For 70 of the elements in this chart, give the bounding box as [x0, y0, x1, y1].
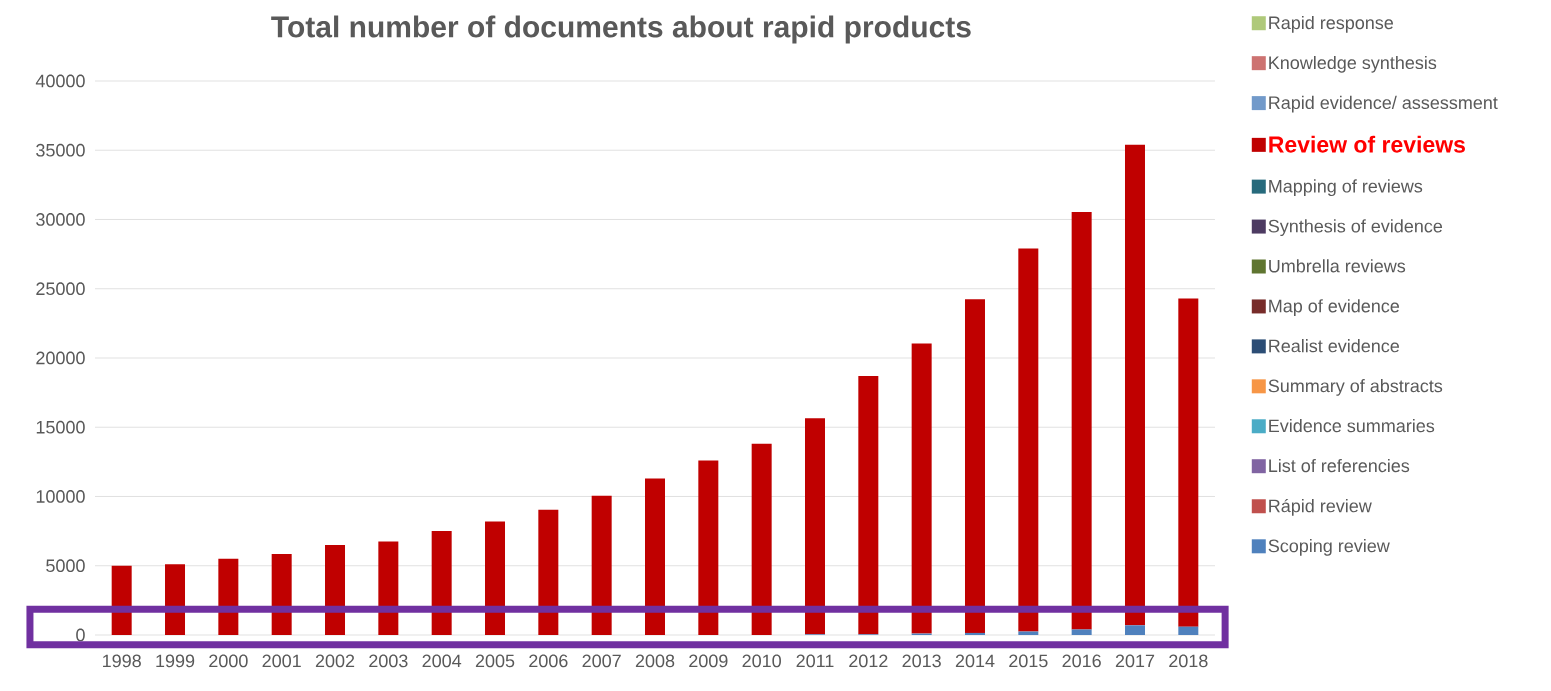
legend-label: Summary of abstracts — [1268, 379, 1443, 396]
bar — [1018, 248, 1039, 632]
legend-label: Rapid response — [1269, 15, 1394, 33]
y-tick-label: 0 — [76, 628, 85, 642]
legend-label: Rápid review — [1269, 498, 1372, 516]
y-tick-label: 10000 — [36, 490, 85, 503]
bar — [431, 531, 452, 635]
bar — [1124, 625, 1145, 635]
bar — [271, 553, 292, 635]
x-tick-label: 2015 — [1009, 654, 1048, 668]
y-tick-label: 35000 — [36, 143, 85, 157]
bar — [591, 495, 612, 635]
bar — [165, 564, 186, 635]
x-tick-label: 1998 — [103, 654, 141, 668]
y-tick-label: 25000 — [36, 282, 85, 296]
bar — [805, 418, 825, 635]
x-tick-label: 2004 — [422, 654, 462, 668]
x-tick-label: 2018 — [1169, 654, 1208, 668]
bar — [1178, 626, 1199, 635]
legend-label: Review of reviews — [1269, 135, 1465, 153]
y-tick-label: 5000 — [46, 559, 85, 573]
legend-label: List of referencies — [1269, 458, 1410, 473]
x-tick-label: 2017 — [1115, 654, 1155, 668]
bar — [698, 460, 719, 635]
bar — [1178, 298, 1199, 627]
x-tick-label: 2010 — [742, 654, 781, 668]
legend-label: Realist evidence — [1269, 339, 1400, 353]
y-tick-label: 40000 — [35, 74, 85, 88]
legend-label: Scoping review — [1268, 539, 1390, 556]
y-tick-label: 15000 — [36, 420, 85, 434]
bar — [325, 544, 346, 635]
x-tick-label: 2013 — [902, 654, 941, 668]
bar — [218, 558, 239, 635]
x-tick-label: 2005 — [475, 654, 515, 668]
chart-title: Total number of documents about rapid products — [271, 15, 971, 44]
x-tick-label: 1999 — [156, 654, 195, 668]
x-tick-label: 2003 — [369, 654, 408, 668]
legend-label: Knowledge synthesis — [1269, 55, 1437, 73]
legend-label: Evidence summaries — [1269, 418, 1435, 433]
y-tick-label: 20000 — [36, 351, 85, 365]
bar — [645, 478, 665, 635]
bar — [111, 565, 132, 635]
x-tick-label: 2000 — [209, 654, 248, 668]
x-tick-label: 2016 — [1062, 654, 1101, 668]
x-tick-label: 2007 — [582, 654, 621, 668]
x-tick-label: 2012 — [849, 654, 888, 668]
bar — [751, 443, 772, 635]
x-tick-label: 2009 — [689, 654, 728, 668]
bar — [538, 509, 559, 635]
x-tick-label: 2001 — [262, 654, 301, 668]
y-tick-label: 30000 — [36, 213, 85, 226]
legend-label: Mapping of reviews — [1269, 179, 1423, 197]
x-tick-label: 2002 — [315, 654, 355, 668]
bar — [485, 521, 505, 635]
legend-label: Synthesis of evidence — [1268, 219, 1443, 237]
bar — [1071, 629, 1092, 635]
bar — [964, 299, 985, 633]
bar — [378, 541, 399, 635]
legend-label: Umbrella reviews — [1269, 259, 1406, 273]
bar — [964, 632, 985, 635]
bar — [1071, 211, 1092, 630]
bar — [858, 375, 879, 635]
bar — [911, 343, 932, 634]
x-tick-label: 2006 — [529, 654, 568, 668]
x-tick-label: 2008 — [635, 654, 675, 668]
legend-label: Map of evidence — [1269, 299, 1400, 316]
x-tick-label: 2011 — [796, 654, 834, 668]
x-tick-label: 2014 — [955, 654, 995, 668]
legend-label: Rapid evidence/ assessment — [1269, 95, 1498, 113]
bar — [1124, 144, 1145, 626]
